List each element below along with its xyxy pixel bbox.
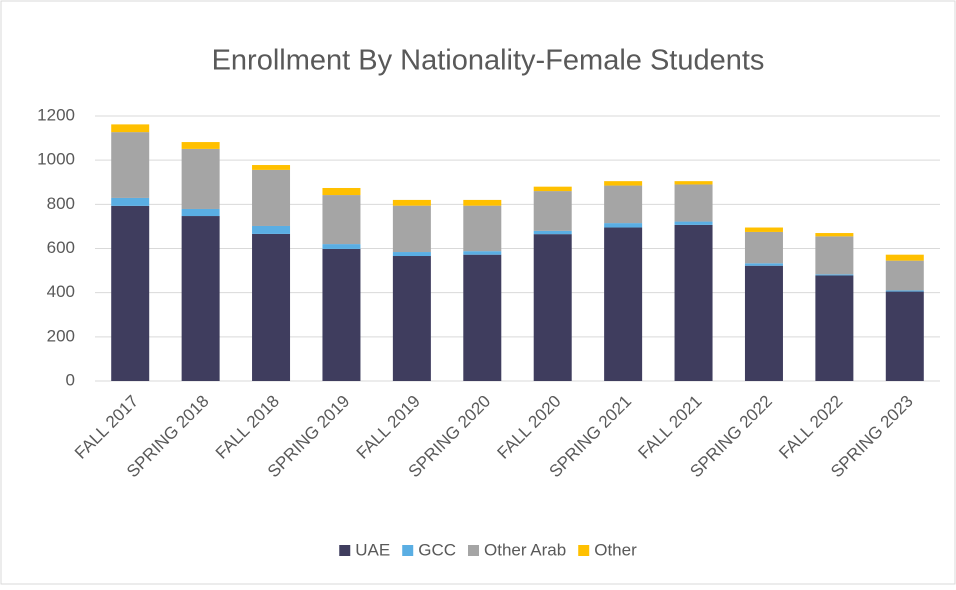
bar-segment	[815, 233, 854, 237]
bar-segment	[463, 251, 502, 255]
bar-segment	[322, 244, 361, 249]
bar-segment	[111, 197, 150, 206]
bar-segment	[392, 252, 431, 257]
bar-segment	[533, 234, 572, 381]
bar-segment	[674, 224, 713, 381]
bar-segment	[885, 291, 924, 381]
bar-segment	[604, 181, 643, 186]
bar-segment	[744, 263, 783, 266]
bar-segment	[815, 274, 854, 276]
bar-segment	[181, 142, 220, 149]
y-tick-label: 0	[66, 370, 75, 389]
bar-segment	[252, 233, 291, 381]
y-tick-label: 1200	[37, 105, 75, 124]
bar-segment	[392, 199, 431, 206]
bar-segment	[181, 208, 220, 217]
bar-segment	[392, 256, 431, 381]
bar-segment	[181, 148, 220, 209]
bar-segment	[674, 181, 713, 185]
legend-label: Other	[594, 540, 637, 559]
bar-segment	[322, 195, 361, 245]
y-tick-label: 1000	[37, 150, 75, 169]
bar-segment	[815, 275, 854, 381]
bar-segment	[674, 184, 713, 222]
bar-segment	[252, 165, 291, 170]
bar-segment	[604, 223, 643, 228]
bar-segment	[252, 169, 291, 226]
bar-segment	[744, 231, 783, 264]
y-tick-label: 800	[47, 194, 75, 213]
bar-segment	[533, 230, 572, 235]
bar-segment	[604, 185, 643, 224]
legend-label: GCC	[418, 540, 456, 559]
legend-label: UAE	[355, 540, 390, 559]
y-tick-label: 400	[47, 282, 75, 301]
legend-swatch	[578, 545, 590, 556]
bar-segment	[463, 254, 502, 381]
bar-segment	[111, 132, 150, 198]
bar-segment	[604, 227, 643, 381]
bar-segment	[744, 227, 783, 232]
bar-segment	[463, 205, 502, 252]
bar-segment	[252, 225, 291, 234]
bar-segment	[744, 265, 783, 381]
bar-segment	[181, 216, 220, 381]
bar-segment	[111, 205, 150, 381]
bar-segment	[533, 186, 572, 192]
bar-segment	[392, 205, 431, 253]
legend-label: Other Arab	[484, 540, 566, 559]
bar-segment	[322, 248, 361, 381]
bar-segment	[815, 236, 854, 275]
bar-segment	[533, 191, 572, 231]
bar-segment	[674, 221, 713, 225]
legend-swatch	[339, 545, 351, 556]
legend-swatch	[402, 545, 414, 556]
chart-title: Enrollment By Nationality-Female Student…	[212, 45, 765, 77]
y-tick-label: 200	[47, 326, 75, 345]
bar-segment	[885, 290, 924, 292]
bar-segment	[322, 187, 361, 196]
bar-segment	[463, 199, 502, 206]
legend-swatch	[468, 545, 479, 556]
bar-segment	[885, 254, 924, 261]
y-tick-label: 600	[47, 238, 75, 257]
bar-segment	[111, 124, 150, 133]
bar-segment	[885, 260, 924, 291]
